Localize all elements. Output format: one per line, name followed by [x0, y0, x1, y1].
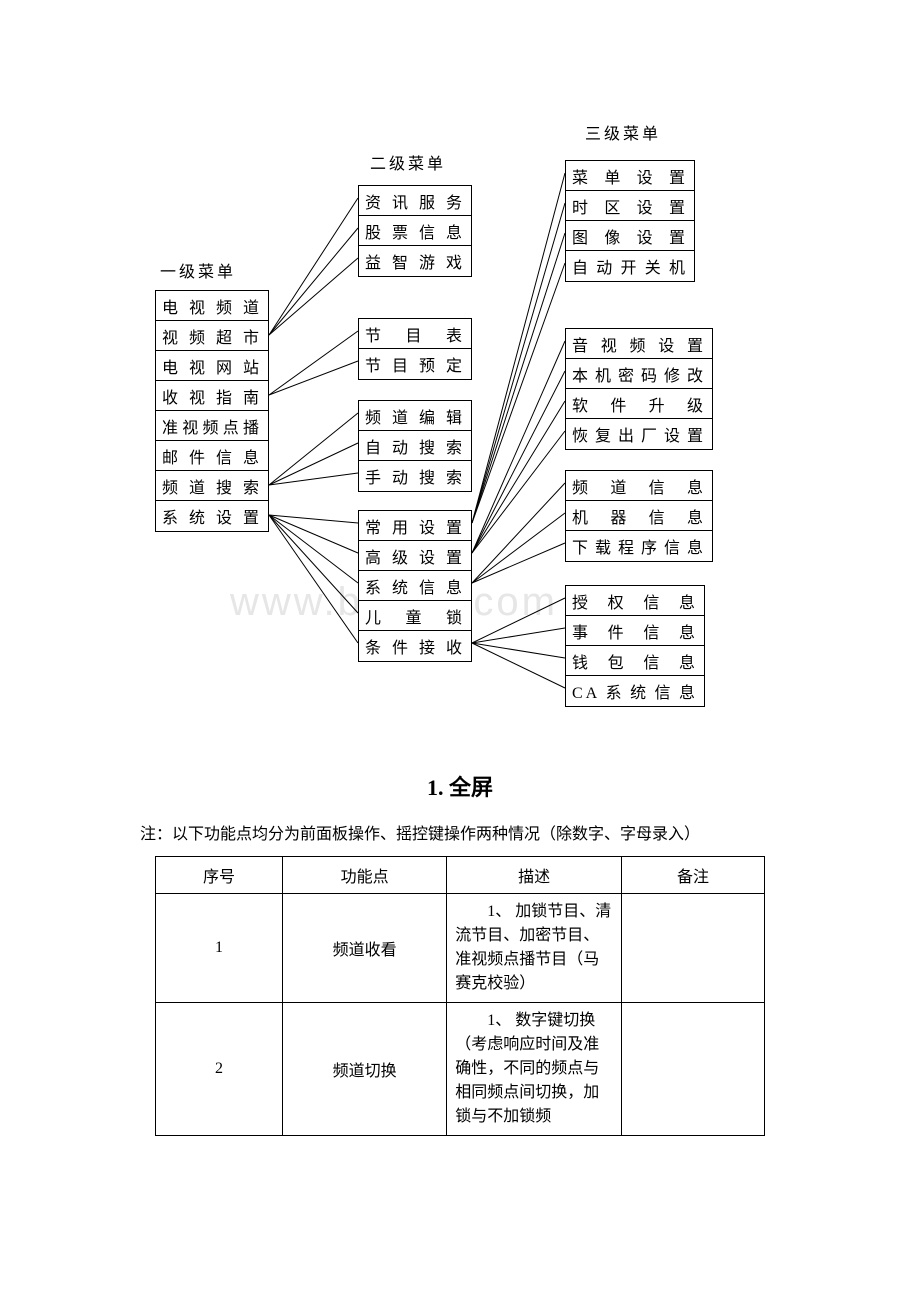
l1-item: 频道搜索	[155, 470, 269, 502]
col-header: 功能点	[283, 857, 447, 894]
cell-note	[622, 894, 765, 1003]
level3-header: 三级菜单	[585, 120, 661, 144]
l3-item: 下载程序信息	[565, 530, 713, 562]
l1-item: 收视指南	[155, 380, 269, 412]
l3-item: 时区设置	[565, 190, 695, 222]
section-title: 1. 全屏	[0, 770, 920, 802]
level2-header: 二级菜单	[370, 150, 446, 174]
l2-item: 资讯服务	[358, 185, 472, 217]
cell-func: 频道收看	[283, 894, 447, 1003]
l3-item: 授权信息	[565, 585, 705, 617]
l3-item: 自动开关机	[565, 250, 695, 282]
l3-item: 图像设置	[565, 220, 695, 252]
l2-item: 儿童锁	[358, 600, 472, 632]
l3-item: 软件升级	[565, 388, 713, 420]
note-text: 注：以下功能点均分为前面板操作、摇控键操作两种情况（除数字、字母录入）	[140, 820, 920, 844]
l2-item: 系统信息	[358, 570, 472, 602]
l2-item: 频道编辑	[358, 400, 472, 432]
cell-func: 频道切换	[283, 1003, 447, 1136]
l3-item: 菜单设置	[565, 160, 695, 192]
l2-item: 常用设置	[358, 510, 472, 542]
l3-item: 钱包信息	[565, 645, 705, 677]
table-header-row: 序号 功能点 描述 备注	[156, 857, 765, 894]
l3-item: 音视频设置	[565, 328, 713, 360]
l3-item: CA系统信息	[565, 675, 705, 707]
cell-num: 1	[156, 894, 283, 1003]
l1-item: 准视频点播	[155, 410, 269, 442]
l2-item: 自动搜索	[358, 430, 472, 462]
l1-item: 电视频道	[155, 290, 269, 322]
l3-item: 机器信息	[565, 500, 713, 532]
l3-item: 频道信息	[565, 470, 713, 502]
l2-item: 高级设置	[358, 540, 472, 572]
l1-item: 邮件信息	[155, 440, 269, 472]
l1-item: 系统设置	[155, 500, 269, 532]
l3-item: 事件信息	[565, 615, 705, 647]
connector-lines	[0, 0, 920, 780]
l3-item: 本机密码修改	[565, 358, 713, 390]
l2-item: 条件接收	[358, 630, 472, 662]
l2-item: 手动搜索	[358, 460, 472, 492]
col-header: 序号	[156, 857, 283, 894]
function-table: 序号 功能点 描述 备注 1 频道收看 1、 加锁节目、清流节目、加密节目、准视…	[155, 856, 765, 1136]
l2-item: 节目预定	[358, 348, 472, 380]
l2-item: 股票信息	[358, 215, 472, 247]
l2-item: 节目表	[358, 318, 472, 350]
l2-item: 益智游戏	[358, 245, 472, 277]
col-header: 备注	[622, 857, 765, 894]
table-row: 2 频道切换 1、 数字键切换（考虑响应时间及准确性，不同的频点与相同频点间切换…	[156, 1003, 765, 1136]
cell-note	[622, 1003, 765, 1136]
cell-desc: 1、 数字键切换（考虑响应时间及准确性，不同的频点与相同频点间切换，加锁与不加锁…	[447, 1003, 622, 1136]
l3-item: 恢复出厂设置	[565, 418, 713, 450]
cell-num: 2	[156, 1003, 283, 1136]
table-row: 1 频道收看 1、 加锁节目、清流节目、加密节目、准视频点播节目（马赛克校验）	[156, 894, 765, 1003]
level1-header: 一级菜单	[160, 258, 236, 282]
l1-item: 视频超市	[155, 320, 269, 352]
cell-desc: 1、 加锁节目、清流节目、加密节目、准视频点播节目（马赛克校验）	[447, 894, 622, 1003]
l1-item: 电视网站	[155, 350, 269, 382]
col-header: 描述	[447, 857, 622, 894]
